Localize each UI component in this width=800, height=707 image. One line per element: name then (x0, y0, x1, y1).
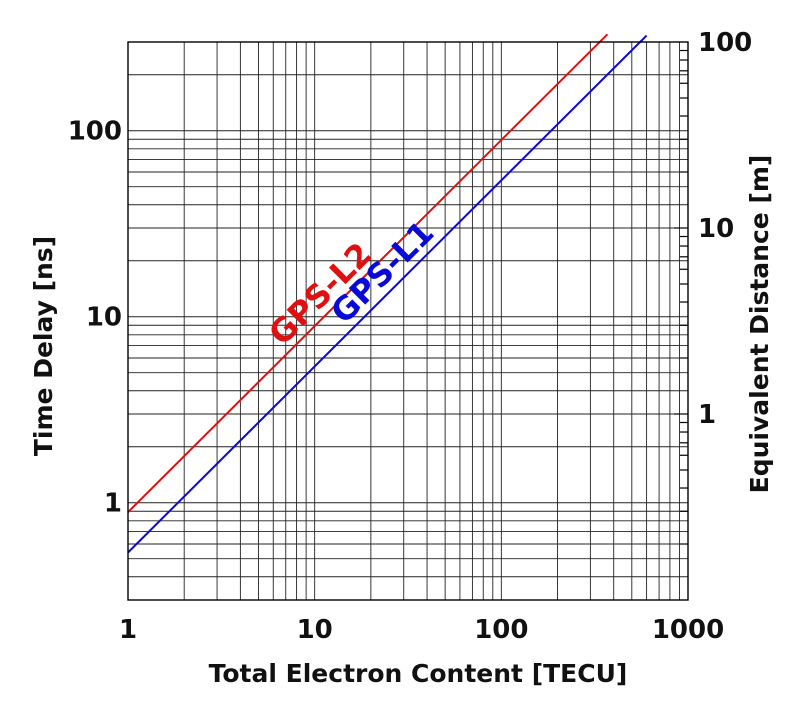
grid (128, 42, 688, 600)
y2-tick-label: 10 (698, 214, 734, 244)
y-tick-labels: 1 10 100 (68, 117, 122, 519)
x-tick-labels: 1 10 100 1000 (119, 615, 724, 645)
y-tick-label: 1 (104, 489, 122, 519)
x-tick-label: 1000 (652, 615, 724, 645)
y-tick-label: 100 (68, 117, 122, 147)
x-tick-label: 100 (474, 615, 528, 645)
series-lines (127, 33, 648, 554)
y-tick-label: 10 (86, 303, 122, 333)
x-axis-label: Total Electron Content [TECU] (209, 659, 628, 688)
x-tick-label: 10 (297, 615, 333, 645)
y2-tick-labels: 1 10 100 (698, 28, 752, 430)
y-axis-label: Time Delay [ns] (29, 236, 58, 456)
x-tick-label: 1 (119, 615, 137, 645)
y2-axis-label: Equivalent Distance [m] (745, 155, 774, 494)
series-line-gps-l2 (127, 33, 609, 513)
plot-frame (127, 41, 689, 601)
y2-tick-label: 100 (698, 28, 752, 58)
y2-tick-label: 1 (698, 400, 716, 430)
series-line-gps-l1 (127, 34, 648, 554)
